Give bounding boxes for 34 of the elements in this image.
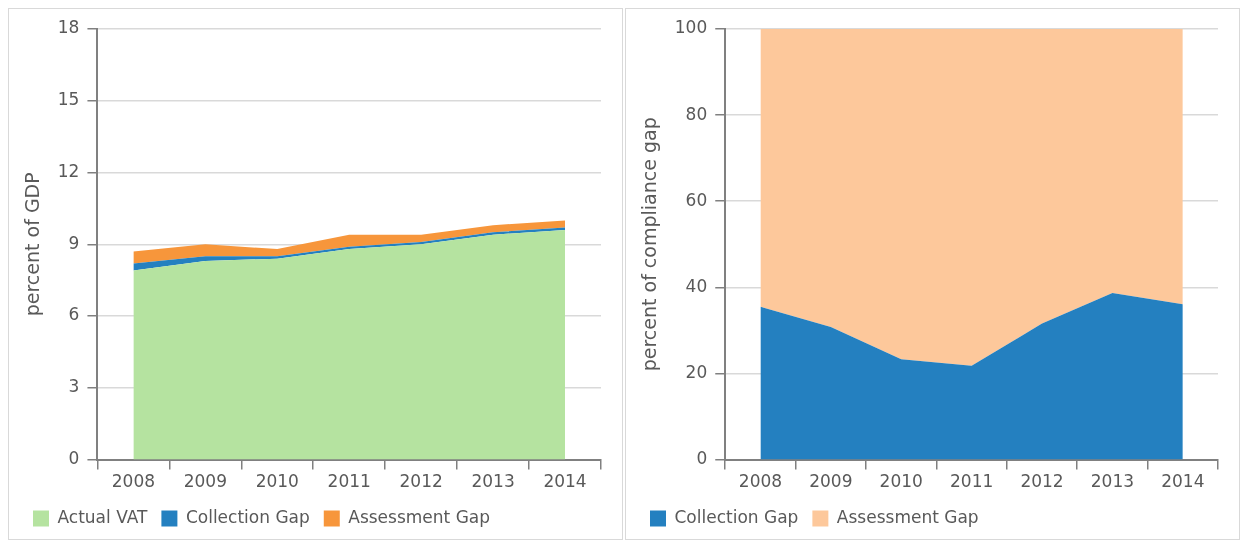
x-tick-label: 2008 — [111, 471, 156, 492]
y-tick-label: 20 — [685, 361, 708, 382]
x-tick-label: 2009 — [809, 471, 853, 492]
x-tick-label: 2014 — [543, 471, 587, 492]
y-tick-label: 12 — [57, 160, 80, 181]
y-tick-label: 15 — [57, 89, 80, 110]
y-tick-label: 40 — [685, 275, 708, 296]
y-tick-label: 3 — [68, 376, 80, 397]
legend-label: Collection Gap — [674, 506, 799, 527]
x-tick-label: 2010 — [255, 471, 299, 492]
x-tick-label: 2012 — [399, 471, 443, 492]
legend-label: Assessment Gap — [348, 506, 491, 527]
y-tick-label: 60 — [685, 189, 708, 210]
x-tick-label: 2010 — [879, 471, 923, 492]
x-tick-label: 2011 — [949, 471, 994, 492]
x-tick-label: 2012 — [1020, 471, 1064, 492]
x-tick-label: 2014 — [1161, 471, 1205, 492]
y-tick-label: 100 — [674, 17, 708, 38]
legend-label: Assessment Gap — [836, 506, 979, 527]
y-tick-label: 0 — [68, 448, 80, 469]
y-tick-label: 9 — [68, 232, 80, 253]
y-axis-title: percent of GDP — [21, 172, 44, 317]
legend-label: Collection Gap — [185, 506, 310, 527]
x-tick-label: 2011 — [327, 471, 371, 492]
legend-label: Actual VAT — [57, 506, 149, 527]
x-tick-label: 2013 — [471, 471, 515, 492]
y-tick-label: 0 — [696, 448, 708, 469]
y-tick-label: 6 — [68, 304, 80, 325]
y-tick-label: 18 — [57, 17, 80, 38]
x-tick-label: 2009 — [183, 471, 227, 492]
x-tick-label: 2013 — [1090, 471, 1135, 492]
y-axis-title: percent of compliance gap — [638, 117, 661, 372]
y-tick-label: 80 — [685, 103, 708, 124]
x-tick-label: 2008 — [738, 471, 783, 492]
